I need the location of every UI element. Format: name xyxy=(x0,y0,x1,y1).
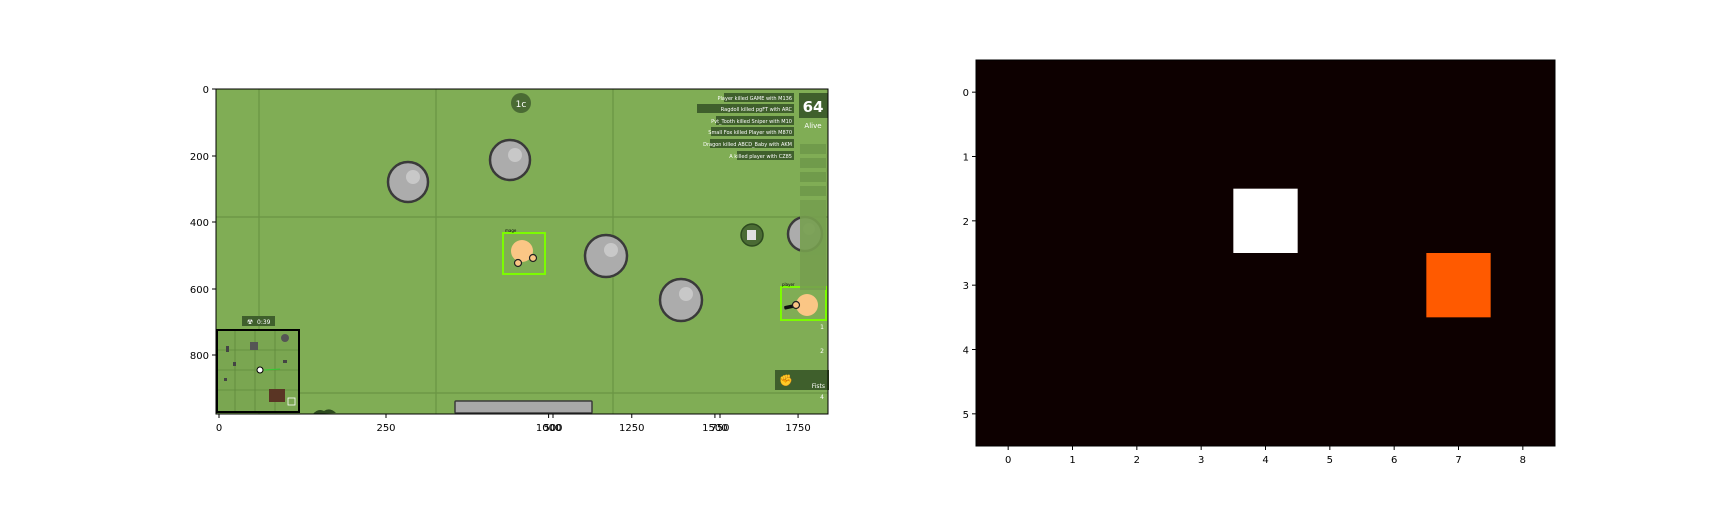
x-tick-label: 1250 xyxy=(619,423,644,434)
svg-text:Player killed GAME with M136: Player killed GAME with M136 xyxy=(718,96,792,102)
radiation-icon: ☢ xyxy=(247,318,253,326)
x-axis-left-more: 1000 1250 1500 1750 xyxy=(536,414,811,434)
svg-text:0:39: 0:39 xyxy=(257,319,271,326)
x-tick-label: 250 xyxy=(376,423,395,434)
y-tick-label: 5 xyxy=(963,410,969,421)
center-marker: 1c xyxy=(511,93,531,113)
x-tick-label: 1000 xyxy=(536,423,561,434)
y-tick-label: 3 xyxy=(963,281,969,292)
fists-slot: ✊ Fists xyxy=(775,370,829,390)
x-tick-label: 1 xyxy=(1069,455,1075,466)
x-tick-label: 8 xyxy=(1520,455,1526,466)
x-tick-label: 0 xyxy=(1005,455,1011,466)
x-axis xyxy=(218,414,721,418)
rock xyxy=(386,160,430,204)
gas-timer: ☢ 0:39 xyxy=(242,316,275,326)
svg-text:4: 4 xyxy=(820,394,824,401)
rock xyxy=(488,138,532,182)
x-tick-label: 2 xyxy=(1134,455,1140,466)
minimap xyxy=(216,329,300,413)
grid-cell xyxy=(1233,188,1298,253)
x-tick-label: 5 xyxy=(1327,455,1333,466)
svg-text:1: 1 xyxy=(820,324,824,331)
player-bbox xyxy=(502,232,546,275)
x-tick-label: 750 xyxy=(710,423,729,434)
x-tick-label: 500 xyxy=(543,423,562,434)
kill-feed: Player killed GAME with M136 Ragdoll kil… xyxy=(697,93,794,160)
grid-cell xyxy=(1426,253,1491,318)
x-tick-label: 1750 xyxy=(785,423,810,434)
fist-icon: ✊ xyxy=(779,374,793,387)
rock xyxy=(583,233,629,279)
x-tick-label: 0 xyxy=(216,423,222,434)
y-tick-label: 1 xyxy=(963,153,969,164)
player-tag: mage xyxy=(505,228,517,233)
svg-text:Fists: Fists xyxy=(812,383,825,390)
rocks xyxy=(386,138,824,323)
game-frame-panel: 1c mage player Player killed GAME with M… xyxy=(190,85,829,434)
y-tick-label: 400 xyxy=(190,218,209,229)
bush-icon xyxy=(740,223,764,247)
alive-counter: 64 Alive xyxy=(799,93,828,130)
x-tick-label: 3 xyxy=(1198,455,1204,466)
player-center: mage xyxy=(502,228,546,275)
x-tick-label: 4 xyxy=(1262,455,1268,466)
x-tick-label: 7 xyxy=(1455,455,1461,466)
bush-bottom xyxy=(313,409,336,414)
y-tick-label: 600 xyxy=(190,285,209,296)
y-tick-label: 2 xyxy=(963,217,969,228)
svg-text:Alive: Alive xyxy=(804,122,821,130)
svg-text:Pvt_Tooth killed Sniper with M: Pvt_Tooth killed Sniper with M10 xyxy=(711,119,792,125)
svg-text:A killed player with CZ85: A killed player with CZ85 xyxy=(729,154,792,160)
svg-text:64: 64 xyxy=(803,98,824,116)
y-tick-label: 200 xyxy=(190,152,209,163)
inventory-column xyxy=(800,144,826,290)
y-tick-label: 0 xyxy=(963,88,969,99)
y-tick-label: 0 xyxy=(203,85,209,96)
svg-text:Dragon killed ABCD_Baby with A: Dragon killed ABCD_Baby with AKM xyxy=(703,142,792,148)
svg-text:Ragdoll killed pgFT with ARC: Ragdoll killed pgFT with ARC xyxy=(721,107,793,113)
svg-text:1c: 1c xyxy=(516,100,527,110)
player-right: player xyxy=(780,282,827,321)
observation-grid-panel: 0 1 2 3 4 5 6 7 8 0 1 2 3 4 5 xyxy=(963,59,1556,466)
player-tag: player xyxy=(782,282,795,287)
y-tick-label: 800 xyxy=(190,351,209,362)
svg-text:Small Fox killed Player with M: Small Fox killed Player with M870 xyxy=(708,130,792,136)
y-tick-label: 4 xyxy=(963,346,969,357)
y-axis xyxy=(212,88,216,356)
svg-text:2: 2 xyxy=(820,348,824,355)
x-tick-label: 1500 xyxy=(702,423,727,434)
rock xyxy=(658,277,704,323)
x-tick-label: 6 xyxy=(1391,455,1397,466)
health-bar xyxy=(454,400,593,414)
